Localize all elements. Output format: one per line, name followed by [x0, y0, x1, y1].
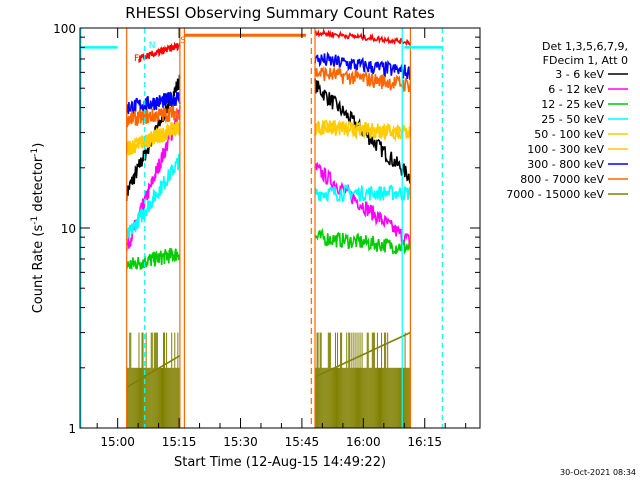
series-2-seg1: [125, 248, 181, 271]
series-5-seg1: [125, 121, 181, 156]
y-axis-label-main: Count Rate (s: [31, 225, 46, 314]
legend-label: 800 - 7000 keV: [520, 173, 604, 186]
legend-label: 50 - 100 keV: [534, 128, 604, 141]
y-axis-label-sup1: -1: [30, 216, 40, 225]
x-tick-label: 15:00: [100, 435, 135, 449]
legend-label: 3 - 6 keV: [555, 68, 604, 81]
legend-label: 12 - 25 keV: [541, 98, 604, 111]
series-5-seg2: [314, 120, 412, 142]
series-3-seg1: [125, 153, 181, 240]
chart-title: RHESSI Observing Summary Count Rates: [125, 4, 435, 22]
legend: Det 1,3,5,6,7,9,FDecim 1, Att 03 - 6 keV…: [506, 40, 628, 201]
legend-label: 7000 - 15000 keV: [506, 188, 604, 201]
y-axis-label: Count Rate (s-1 detector-1): [30, 143, 46, 314]
night-marker-label: S: [180, 36, 186, 46]
y-tick-label: 10: [61, 222, 76, 236]
saa-marker-label: N: [149, 41, 156, 51]
legend-label: 25 - 50 keV: [541, 113, 604, 126]
series-6-seg2: [314, 51, 412, 81]
series-7-seg2: [314, 66, 412, 93]
legend-label: 100 - 300 keV: [527, 143, 604, 156]
series-0-seg2: [314, 78, 412, 185]
plot-area: NF S: [80, 27, 443, 428]
y-axis-label-end: ): [31, 143, 46, 148]
timestamp: 30-Oct-2021 08:34: [560, 468, 636, 477]
red-top-seg1: [138, 41, 181, 63]
y-axis-label-mid: detector: [31, 156, 46, 216]
y-tick-label: 100: [53, 22, 76, 36]
x-tick-label: 15:45: [285, 435, 320, 449]
series-3-seg2: [314, 183, 412, 204]
series-1-seg2: [314, 161, 412, 247]
x-axis-label: Start Time (12-Aug-15 14:49:22): [174, 455, 386, 470]
series-7-seg1: [125, 105, 181, 128]
legend-label: 6 - 12 keV: [548, 83, 604, 96]
legend-header: FDecim 1, Att 0: [543, 54, 628, 67]
red-top-seg2: [314, 27, 412, 46]
flare-marker-label: F: [134, 54, 139, 64]
y-axis-label-sup2: -1: [30, 148, 40, 157]
x-tick-label: 16:00: [346, 435, 381, 449]
x-tick-label: 16:15: [407, 435, 442, 449]
legend-header: Det 1,3,5,6,7,9,: [542, 40, 628, 53]
axes: 15:00 15:15 15:30 15:45 16:00 16:15 1 10 100: [53, 22, 480, 449]
series-2-seg2: [314, 227, 412, 255]
legend-label: 300 - 800 keV: [527, 158, 604, 171]
x-tick-label: 15:15: [162, 435, 197, 449]
x-tick-label: 15:30: [223, 435, 258, 449]
y-tick-label: 1: [68, 422, 76, 436]
